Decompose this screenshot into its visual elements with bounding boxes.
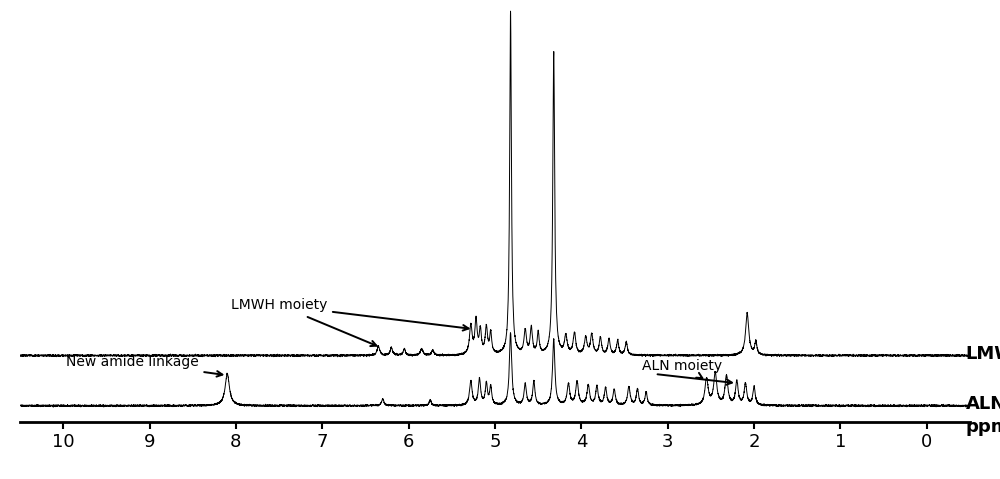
- Text: LMWH moiety: LMWH moiety: [231, 298, 468, 331]
- Text: New amide linkage: New amide linkage: [66, 355, 222, 376]
- Text: ALN-LMWH: ALN-LMWH: [966, 395, 1000, 413]
- Text: LMWH: LMWH: [966, 344, 1000, 363]
- Text: ppm: ppm: [966, 418, 1000, 435]
- Text: ALN moiety: ALN moiety: [642, 359, 722, 378]
